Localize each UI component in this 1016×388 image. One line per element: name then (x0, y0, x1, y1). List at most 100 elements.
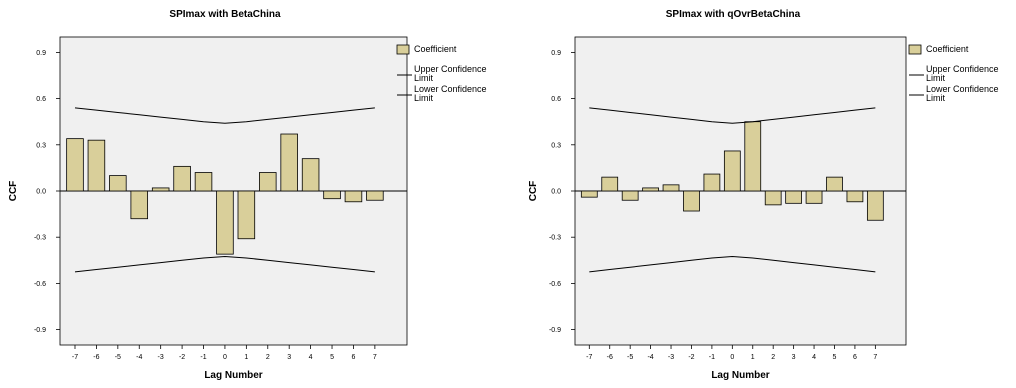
y-tick-label: 0.6 (551, 96, 561, 103)
bar-lag-2 (259, 172, 277, 192)
x-tick-label: 6 (853, 354, 857, 361)
x-tick-label: -4 (647, 354, 653, 361)
x-tick-label: 7 (873, 354, 877, 361)
x-tick-label: 3 (287, 354, 291, 361)
bar-lag-1 (237, 190, 256, 240)
x-tick-label: -4 (136, 354, 142, 361)
bar-lag-2 (764, 190, 782, 206)
y-tick-label: 0.0 (551, 189, 561, 196)
legend-label: Coefficient (926, 44, 969, 54)
chart-panel-2: 0.9 0.6 0.3 0.0 -0.3 -0.6 -0.9 -7 -6 -5 -4 -3 -2 -1 0 1… (528, 9, 999, 381)
bar-lag--1 (194, 172, 213, 192)
y-axis-label: CCF (8, 181, 19, 202)
x-tick-label: 2 (771, 354, 775, 361)
x-tick-label: 5 (833, 354, 837, 361)
x-tick-label: -6 (607, 354, 613, 361)
bar-lag-3 (280, 133, 298, 192)
bar-lag--5 (109, 175, 127, 192)
y-tick-label: 0.9 (551, 50, 561, 57)
bar-lag--5 (621, 190, 639, 201)
x-tick-label: -7 (72, 354, 78, 361)
y-tick-label: -0.9 (34, 327, 46, 334)
bar-lag-4 (805, 190, 823, 204)
x-tick-label: 1 (244, 354, 248, 361)
bar-lag--4 (130, 190, 149, 220)
legend-label: Upper Confidence Limit (414, 64, 487, 83)
bar-lag--7 (66, 138, 84, 192)
bar-lag-5 (826, 176, 843, 192)
x-tick-label: -3 (158, 354, 164, 361)
legend-label: Lower Confidence Limit (414, 84, 487, 103)
legend-label-line: Lower Confidence (414, 84, 487, 94)
x-tick-label: -5 (627, 354, 633, 361)
bar-lag--3 (151, 187, 170, 192)
x-tick-label: -1 (709, 354, 715, 361)
x-tick-label: 0 (730, 354, 734, 361)
legend-label-line: Coefficient (414, 44, 457, 54)
x-tick-label: -1 (200, 354, 206, 361)
bar-lag--6 (87, 139, 106, 192)
chart-panel-1: 0.9 0.6 0.3 0.0 -0.3 -0.6 -0.9 -7 -6 -5 -4 -3 -2 -1 0 1… (8, 9, 487, 381)
legend-label: Lower Confidence Limit (926, 84, 999, 103)
legend-coefficient-swatch (396, 44, 410, 55)
bar-lag-0 (723, 150, 741, 192)
bar-lag--2 (683, 190, 700, 212)
x-axis-label: Lag Number (711, 370, 769, 381)
y-tick-label: -0.6 (549, 281, 561, 288)
bar-lag--1 (703, 173, 721, 192)
lower-confidence-line (589, 255, 876, 273)
bar-lag--7 (580, 190, 598, 198)
x-tick-label: 2 (266, 354, 270, 361)
upper-confidence-line (589, 107, 876, 124)
x-tick-label: 5 (330, 354, 334, 361)
upper-confidence-line (74, 107, 375, 124)
bar-lag-5 (323, 190, 341, 200)
bar-lag--3 (662, 184, 680, 192)
x-tick-label: 6 (351, 354, 355, 361)
x-tick-label: -2 (688, 354, 694, 361)
bar-lag-0 (216, 190, 234, 255)
lower-confidence-line (74, 255, 375, 273)
legend-label-line: Coefficient (926, 44, 969, 54)
legend-label-line: Lower Confidence (926, 84, 999, 94)
legend-label-line: Limit (414, 73, 434, 83)
x-axis-label: Lag Number (204, 370, 262, 381)
legend-label: Coefficient (414, 44, 457, 54)
y-tick-label: 0.3 (551, 142, 561, 149)
x-tick-label: 3 (792, 354, 796, 361)
legend-label-line: Limit (926, 73, 946, 83)
bar-lag-6 (344, 190, 363, 203)
y-tick-label: -0.6 (34, 281, 46, 288)
x-tick-label: -3 (668, 354, 674, 361)
x-tick-label: -2 (179, 354, 185, 361)
legend-coefficient-swatch (908, 44, 922, 55)
chart-title: SPImax with qOvrBetaChina (666, 9, 801, 20)
x-tick-label: -5 (115, 354, 121, 361)
legend-label-line: Upper Confidence (926, 64, 999, 74)
y-tick-label: 0.0 (36, 189, 46, 196)
bar-lag--2 (173, 165, 191, 192)
bar-lag-7 (366, 190, 384, 201)
x-tick-label: 4 (812, 354, 816, 361)
x-tick-label: 4 (309, 354, 313, 361)
chart-title: SPImax with BetaChina (169, 9, 281, 20)
legend-label-line: Upper Confidence (414, 64, 487, 74)
x-tick-label: -6 (93, 354, 99, 361)
y-axis-label: CCF (528, 181, 539, 202)
bar-lag-7 (866, 190, 884, 221)
bar-lag-1 (744, 121, 762, 192)
bar-lag--6 (601, 176, 619, 192)
legend-label-line: Limit (926, 93, 946, 103)
y-tick-label: 0.6 (36, 96, 46, 103)
bar-lag--4 (642, 187, 659, 192)
y-tick-label: -0.9 (549, 327, 561, 334)
bar-lag-3 (785, 190, 802, 204)
bar-lag-4 (301, 158, 320, 192)
bar-lag-6 (846, 190, 864, 203)
y-tick-label: 0.3 (36, 142, 46, 149)
x-tick-label: 1 (751, 354, 755, 361)
